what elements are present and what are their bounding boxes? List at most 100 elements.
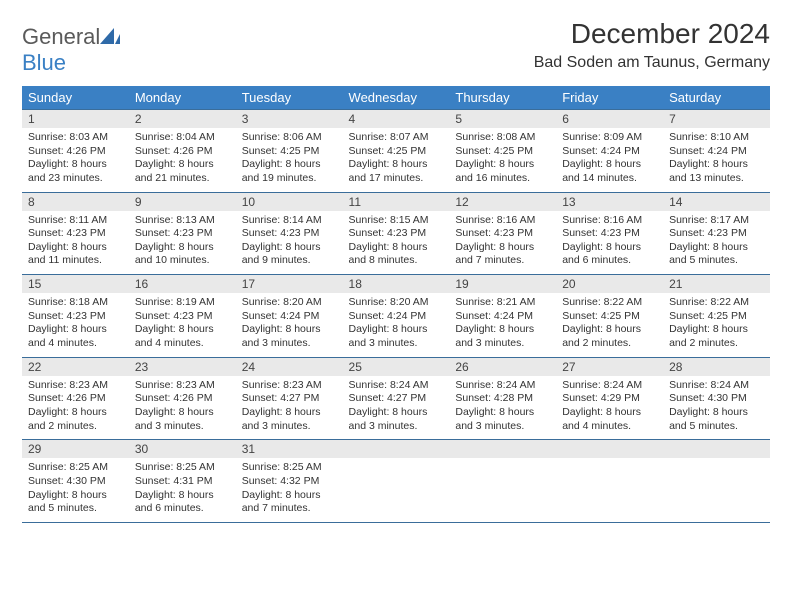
day-details: Sunrise: 8:24 AMSunset: 4:29 PMDaylight:… xyxy=(556,376,663,440)
calendar-cell: 17Sunrise: 8:20 AMSunset: 4:24 PMDayligh… xyxy=(236,275,343,358)
calendar-cell: 20Sunrise: 8:22 AMSunset: 4:25 PMDayligh… xyxy=(556,275,663,358)
calendar-cell: 24Sunrise: 8:23 AMSunset: 4:27 PMDayligh… xyxy=(236,357,343,440)
day-details: Sunrise: 8:18 AMSunset: 4:23 PMDaylight:… xyxy=(22,293,129,357)
calendar-cell: 15Sunrise: 8:18 AMSunset: 4:23 PMDayligh… xyxy=(22,275,129,358)
daylight-text: Daylight: 8 hours and 3 minutes. xyxy=(242,406,337,433)
calendar-cell: 12Sunrise: 8:16 AMSunset: 4:23 PMDayligh… xyxy=(449,192,556,275)
sunrise-text: Sunrise: 8:11 AM xyxy=(28,214,123,228)
sunset-text: Sunset: 4:23 PM xyxy=(242,227,337,241)
day-number: 12 xyxy=(449,193,556,211)
daylight-text: Daylight: 8 hours and 13 minutes. xyxy=(669,158,764,185)
daylight-text: Daylight: 8 hours and 3 minutes. xyxy=(135,406,230,433)
daylight-text: Daylight: 8 hours and 21 minutes. xyxy=(135,158,230,185)
calendar-cell: 26Sunrise: 8:24 AMSunset: 4:28 PMDayligh… xyxy=(449,357,556,440)
day-details xyxy=(663,458,770,518)
day-details: Sunrise: 8:25 AMSunset: 4:31 PMDaylight:… xyxy=(129,458,236,522)
day-details: Sunrise: 8:16 AMSunset: 4:23 PMDaylight:… xyxy=(556,211,663,275)
calendar-cell: 22Sunrise: 8:23 AMSunset: 4:26 PMDayligh… xyxy=(22,357,129,440)
sunrise-text: Sunrise: 8:18 AM xyxy=(28,296,123,310)
calendar-cell: 29Sunrise: 8:25 AMSunset: 4:30 PMDayligh… xyxy=(22,440,129,523)
calendar-row: 8Sunrise: 8:11 AMSunset: 4:23 PMDaylight… xyxy=(22,192,770,275)
weekday-header-row: Sunday Monday Tuesday Wednesday Thursday… xyxy=(22,86,770,110)
calendar-row: 15Sunrise: 8:18 AMSunset: 4:23 PMDayligh… xyxy=(22,275,770,358)
sunrise-text: Sunrise: 8:08 AM xyxy=(455,131,550,145)
calendar-cell: 3Sunrise: 8:06 AMSunset: 4:25 PMDaylight… xyxy=(236,110,343,193)
sunset-text: Sunset: 4:26 PM xyxy=(135,145,230,159)
header: General Blue December 2024 Bad Soden am … xyxy=(22,18,770,76)
sunset-text: Sunset: 4:23 PM xyxy=(562,227,657,241)
day-number: 31 xyxy=(236,440,343,458)
logo-blue: Blue xyxy=(22,50,66,75)
sunrise-text: Sunrise: 8:13 AM xyxy=(135,214,230,228)
day-details: Sunrise: 8:20 AMSunset: 4:24 PMDaylight:… xyxy=(236,293,343,357)
weekday-header: Monday xyxy=(129,86,236,110)
sunset-text: Sunset: 4:26 PM xyxy=(28,392,123,406)
daylight-text: Daylight: 8 hours and 2 minutes. xyxy=(28,406,123,433)
calendar-cell: 8Sunrise: 8:11 AMSunset: 4:23 PMDaylight… xyxy=(22,192,129,275)
day-details: Sunrise: 8:17 AMSunset: 4:23 PMDaylight:… xyxy=(663,211,770,275)
sunrise-text: Sunrise: 8:14 AM xyxy=(242,214,337,228)
sunset-text: Sunset: 4:23 PM xyxy=(669,227,764,241)
daylight-text: Daylight: 8 hours and 3 minutes. xyxy=(242,323,337,350)
sunrise-text: Sunrise: 8:25 AM xyxy=(28,461,123,475)
sunset-text: Sunset: 4:24 PM xyxy=(562,145,657,159)
sunset-text: Sunset: 4:32 PM xyxy=(242,475,337,489)
day-number: 18 xyxy=(343,275,450,293)
calendar-cell: 5Sunrise: 8:08 AMSunset: 4:25 PMDaylight… xyxy=(449,110,556,193)
calendar-cell: 16Sunrise: 8:19 AMSunset: 4:23 PMDayligh… xyxy=(129,275,236,358)
sunrise-text: Sunrise: 8:24 AM xyxy=(455,379,550,393)
calendar-cell: 9Sunrise: 8:13 AMSunset: 4:23 PMDaylight… xyxy=(129,192,236,275)
daylight-text: Daylight: 8 hours and 6 minutes. xyxy=(135,489,230,516)
daylight-text: Daylight: 8 hours and 16 minutes. xyxy=(455,158,550,185)
sunset-text: Sunset: 4:24 PM xyxy=(242,310,337,324)
sunrise-text: Sunrise: 8:22 AM xyxy=(562,296,657,310)
sunset-text: Sunset: 4:24 PM xyxy=(669,145,764,159)
day-number: 19 xyxy=(449,275,556,293)
day-number: 30 xyxy=(129,440,236,458)
day-number: 28 xyxy=(663,358,770,376)
day-number: 7 xyxy=(663,110,770,128)
day-details: Sunrise: 8:06 AMSunset: 4:25 PMDaylight:… xyxy=(236,128,343,192)
calendar-cell: 23Sunrise: 8:23 AMSunset: 4:26 PMDayligh… xyxy=(129,357,236,440)
day-number: 13 xyxy=(556,193,663,211)
day-number: 27 xyxy=(556,358,663,376)
sunrise-text: Sunrise: 8:16 AM xyxy=(455,214,550,228)
day-details xyxy=(556,458,663,518)
sunset-text: Sunset: 4:25 PM xyxy=(349,145,444,159)
calendar-cell: 18Sunrise: 8:20 AMSunset: 4:24 PMDayligh… xyxy=(343,275,450,358)
day-details xyxy=(343,458,450,518)
day-number: 14 xyxy=(663,193,770,211)
daylight-text: Daylight: 8 hours and 7 minutes. xyxy=(455,241,550,268)
calendar-cell xyxy=(556,440,663,523)
day-details: Sunrise: 8:10 AMSunset: 4:24 PMDaylight:… xyxy=(663,128,770,192)
calendar-cell: 27Sunrise: 8:24 AMSunset: 4:29 PMDayligh… xyxy=(556,357,663,440)
day-number: 5 xyxy=(449,110,556,128)
calendar-cell xyxy=(663,440,770,523)
day-number: 23 xyxy=(129,358,236,376)
daylight-text: Daylight: 8 hours and 7 minutes. xyxy=(242,489,337,516)
calendar-cell: 4Sunrise: 8:07 AMSunset: 4:25 PMDaylight… xyxy=(343,110,450,193)
daylight-text: Daylight: 8 hours and 14 minutes. xyxy=(562,158,657,185)
sunrise-text: Sunrise: 8:20 AM xyxy=(349,296,444,310)
day-details: Sunrise: 8:03 AMSunset: 4:26 PMDaylight:… xyxy=(22,128,129,192)
day-details: Sunrise: 8:25 AMSunset: 4:30 PMDaylight:… xyxy=(22,458,129,522)
day-number: 3 xyxy=(236,110,343,128)
weekday-header: Tuesday xyxy=(236,86,343,110)
daylight-text: Daylight: 8 hours and 5 minutes. xyxy=(669,241,764,268)
sunset-text: Sunset: 4:25 PM xyxy=(669,310,764,324)
calendar-cell: 14Sunrise: 8:17 AMSunset: 4:23 PMDayligh… xyxy=(663,192,770,275)
calendar-cell: 28Sunrise: 8:24 AMSunset: 4:30 PMDayligh… xyxy=(663,357,770,440)
daylight-text: Daylight: 8 hours and 2 minutes. xyxy=(562,323,657,350)
sunrise-text: Sunrise: 8:25 AM xyxy=(135,461,230,475)
sunrise-text: Sunrise: 8:09 AM xyxy=(562,131,657,145)
sunrise-text: Sunrise: 8:20 AM xyxy=(242,296,337,310)
daylight-text: Daylight: 8 hours and 19 minutes. xyxy=(242,158,337,185)
calendar-cell xyxy=(449,440,556,523)
daylight-text: Daylight: 8 hours and 23 minutes. xyxy=(28,158,123,185)
day-number xyxy=(449,440,556,458)
daylight-text: Daylight: 8 hours and 11 minutes. xyxy=(28,241,123,268)
sunset-text: Sunset: 4:23 PM xyxy=(349,227,444,241)
calendar-cell: 7Sunrise: 8:10 AMSunset: 4:24 PMDaylight… xyxy=(663,110,770,193)
daylight-text: Daylight: 8 hours and 9 minutes. xyxy=(242,241,337,268)
sunrise-text: Sunrise: 8:07 AM xyxy=(349,131,444,145)
